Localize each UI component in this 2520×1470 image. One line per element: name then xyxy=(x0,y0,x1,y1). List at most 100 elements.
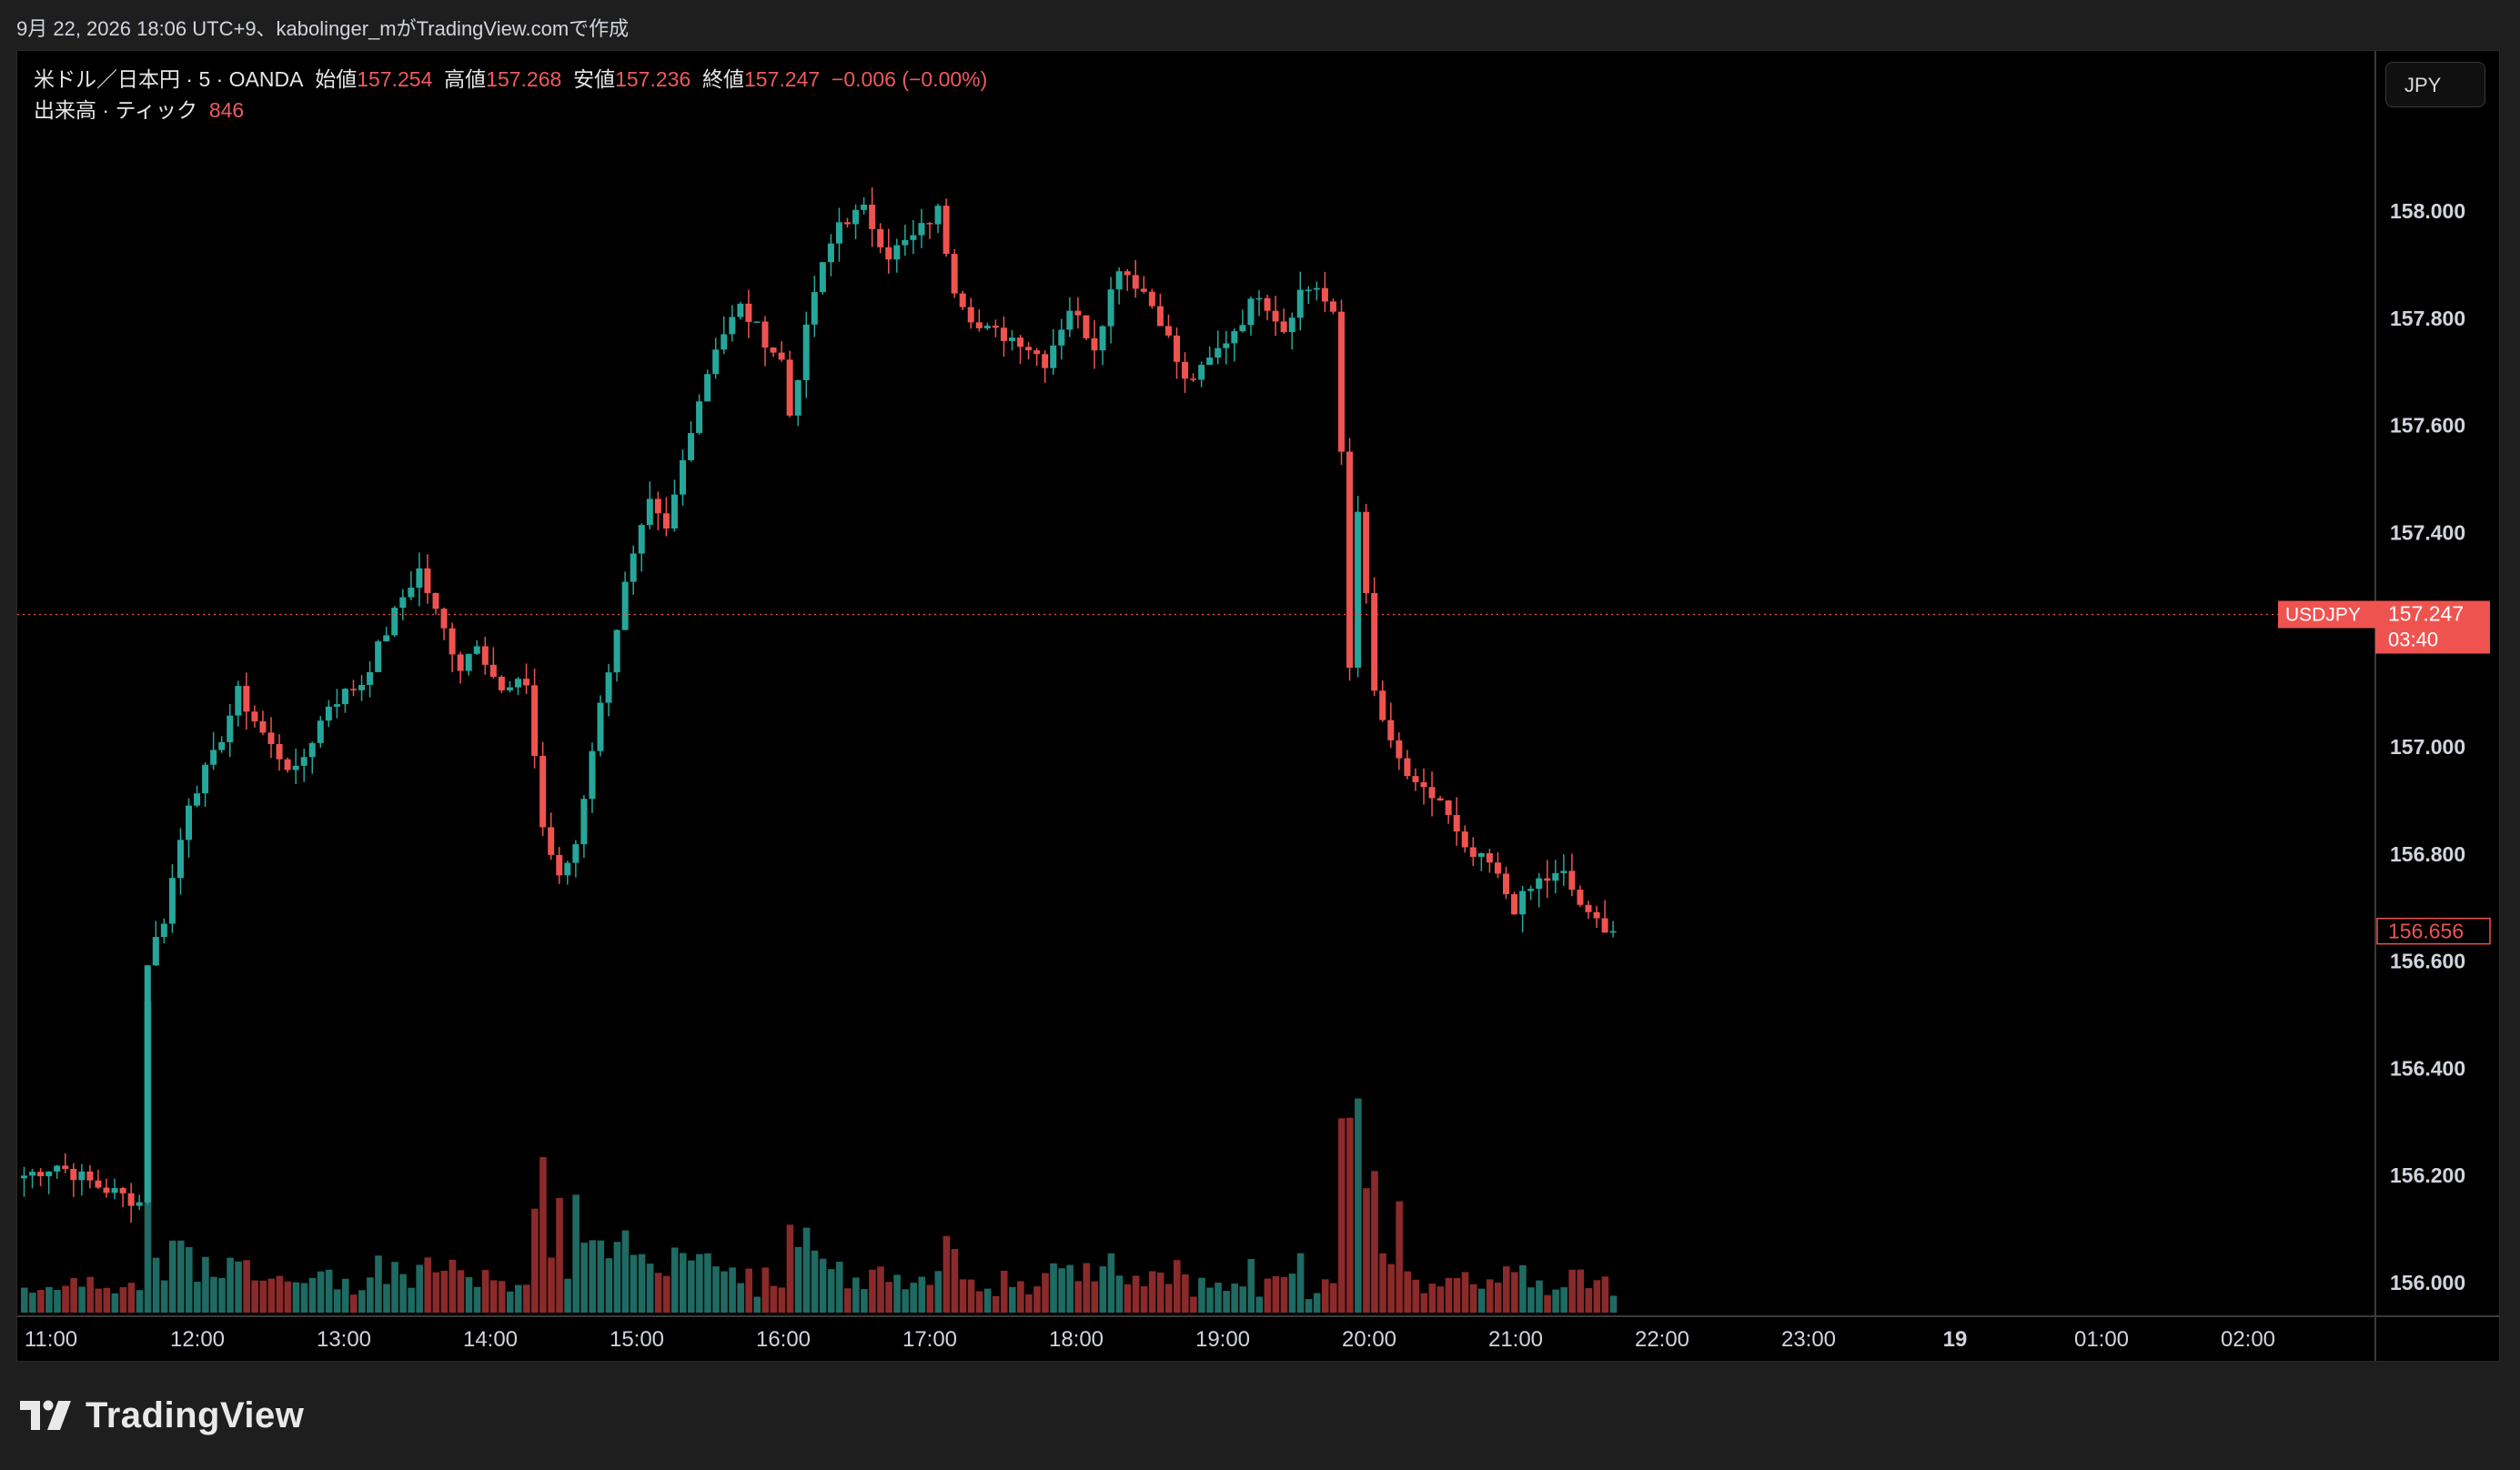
volume-bar xyxy=(1206,1287,1214,1313)
volume-bar xyxy=(589,1240,597,1313)
volume-bar xyxy=(1000,1270,1008,1313)
time-tick-label: 12:00 xyxy=(170,1327,225,1352)
volume-bar xyxy=(119,1287,127,1313)
candle xyxy=(210,750,217,765)
candle xyxy=(1568,871,1576,891)
volume-bar xyxy=(580,1243,588,1313)
volume-bar xyxy=(481,1270,489,1313)
candle xyxy=(350,689,357,690)
volume-bar xyxy=(959,1279,967,1313)
candle xyxy=(1519,891,1527,915)
candle xyxy=(918,223,925,236)
candle xyxy=(638,525,645,554)
volume-bar xyxy=(78,1286,86,1313)
volume-bar xyxy=(597,1240,605,1313)
price-tick-label: 157.400 xyxy=(2390,520,2465,544)
volume-label[interactable]: 出来高 · ティック xyxy=(34,98,198,122)
candle xyxy=(45,1171,53,1177)
candle xyxy=(877,228,884,247)
time-tick-label: 22:00 xyxy=(1635,1327,1689,1352)
volume-bar xyxy=(737,1283,744,1313)
candle xyxy=(383,635,390,642)
candle xyxy=(1058,329,1065,346)
volume-bar xyxy=(1387,1264,1395,1313)
candle xyxy=(893,245,901,260)
volume-bar xyxy=(1511,1272,1518,1313)
symbol-label: USDJPY xyxy=(2285,605,2361,626)
volume-bar xyxy=(770,1285,778,1313)
candle xyxy=(243,686,250,712)
candle xyxy=(1593,911,1600,919)
candle xyxy=(704,374,711,402)
volume-bar xyxy=(712,1266,720,1313)
volume-bar xyxy=(408,1287,415,1313)
volume-bar xyxy=(1033,1286,1041,1313)
volume-bar xyxy=(835,1262,843,1313)
symbol-line[interactable]: 米ドル／日本円 · 5 · OANDA xyxy=(34,67,304,91)
volume-bar xyxy=(1404,1271,1411,1313)
candle xyxy=(811,292,818,325)
candle xyxy=(1527,889,1535,891)
candle xyxy=(1288,317,1295,333)
volume-bar xyxy=(1132,1275,1140,1313)
time-tick-label: 02:00 xyxy=(2221,1327,2275,1352)
volume-bar xyxy=(869,1269,876,1313)
volume-bar xyxy=(1355,1098,1362,1313)
currency-button[interactable]: JPY xyxy=(2385,62,2485,107)
candle xyxy=(1355,511,1362,669)
volume-bar xyxy=(440,1270,449,1313)
open-label: 始値 xyxy=(315,67,358,91)
volume-bar xyxy=(1396,1201,1403,1313)
candle xyxy=(1461,831,1468,848)
volume-bar xyxy=(292,1282,300,1313)
candle xyxy=(103,1187,110,1193)
symbol-label-box xyxy=(2278,600,2378,629)
volume-bar xyxy=(1099,1266,1107,1313)
volume-bar xyxy=(638,1254,646,1313)
volume-bar xyxy=(1428,1284,1436,1313)
candle xyxy=(1091,337,1098,351)
volume-bar xyxy=(1124,1284,1132,1313)
volume-bar xyxy=(1585,1288,1593,1313)
candle xyxy=(186,805,192,841)
chart-panel[interactable]: 158.000157.800157.600157.400157.200157.0… xyxy=(16,50,2500,1362)
volume-bar xyxy=(613,1242,621,1313)
volume-bar xyxy=(367,1277,374,1313)
candle xyxy=(1544,878,1551,881)
candle xyxy=(489,664,497,678)
volume-bar xyxy=(811,1250,819,1313)
volume-bar xyxy=(1346,1117,1354,1313)
price-tick-label: 156.400 xyxy=(2390,1056,2465,1080)
candlestick-chart[interactable]: 158.000157.800157.600157.400157.200157.0… xyxy=(17,51,2499,1361)
volume-line: 出来高 · ティック 846 xyxy=(34,95,987,126)
candle xyxy=(959,293,966,307)
candle xyxy=(1255,297,1263,300)
volume-bar xyxy=(210,1276,217,1313)
candle xyxy=(86,1171,94,1181)
candle xyxy=(1247,298,1255,326)
candle xyxy=(646,498,653,526)
time-tick-label: 23:00 xyxy=(1781,1327,1836,1352)
brand-name: TradingView xyxy=(86,1394,305,1435)
candle xyxy=(1494,862,1501,874)
volume-bar xyxy=(506,1291,514,1313)
candle xyxy=(992,326,999,328)
candle xyxy=(786,359,793,416)
volume-bar xyxy=(1264,1278,1272,1313)
open-value: 157.254 xyxy=(357,67,433,91)
candle xyxy=(1609,931,1617,933)
volume-bar xyxy=(45,1286,53,1313)
close-label: 終値 xyxy=(702,67,745,91)
candle xyxy=(367,671,374,685)
volume-bar xyxy=(1042,1273,1049,1313)
time-tick-label: 20:00 xyxy=(1342,1327,1396,1352)
time-tick-label: 14:00 xyxy=(463,1327,518,1352)
time-tick-label: 19:00 xyxy=(1195,1327,1250,1352)
candle xyxy=(1577,890,1584,905)
tradingview-logo[interactable]: TradingView xyxy=(20,1392,304,1439)
candle xyxy=(276,743,283,760)
volume-bar xyxy=(399,1274,407,1313)
candle xyxy=(1453,814,1460,832)
candle xyxy=(1585,904,1592,912)
candle xyxy=(202,764,209,794)
